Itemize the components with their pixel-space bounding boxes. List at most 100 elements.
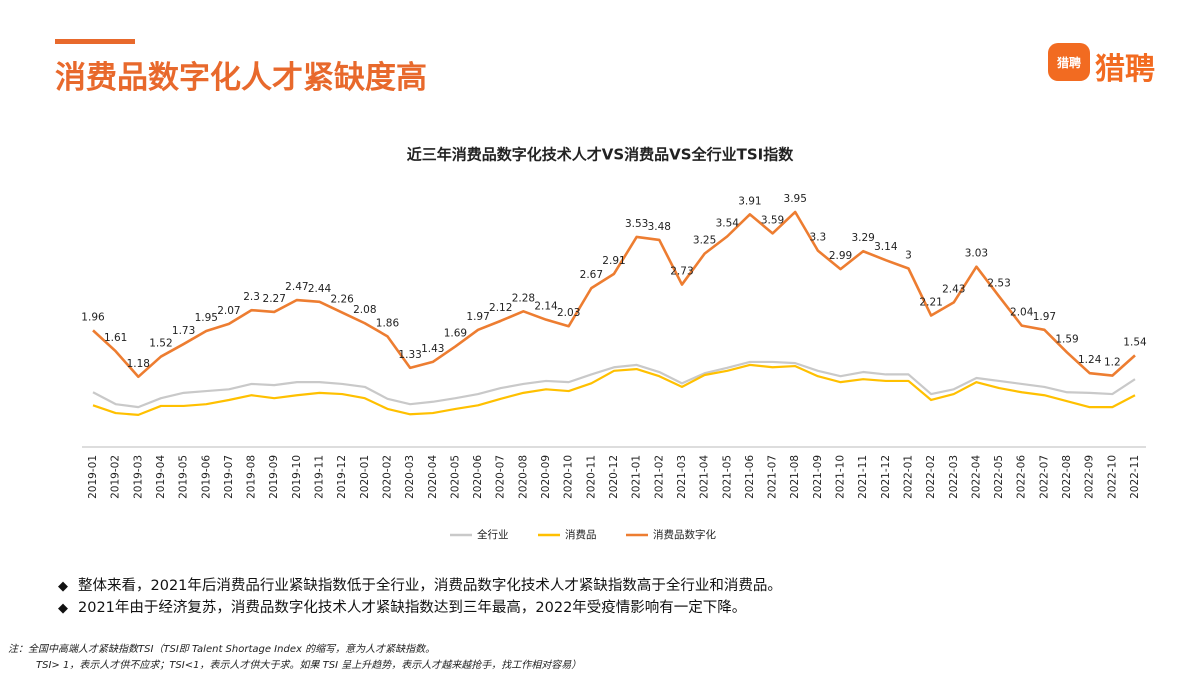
x-tick-label: 2019-07 <box>223 455 235 499</box>
data-label: 1.73 <box>172 325 195 337</box>
data-label: 1.97 <box>1033 311 1056 323</box>
x-tick-label: 2021-10 <box>835 455 847 499</box>
x-tick-label: 2020-02 <box>381 455 393 499</box>
data-label: 1.59 <box>1055 333 1078 345</box>
data-label: 2.08 <box>353 304 376 316</box>
data-label: 2.26 <box>330 294 354 306</box>
series-line <box>92 210 1136 379</box>
data-label: 3.29 <box>851 232 874 244</box>
data-label: 3.3 <box>810 232 827 244</box>
x-tick-label: 2020-08 <box>517 455 529 499</box>
data-label: 2.47 <box>285 281 308 293</box>
x-tick-label: 2021-06 <box>744 455 756 499</box>
data-label: 2.03 <box>557 307 580 319</box>
logo-icon-text: 猎聘 <box>1056 55 1081 70</box>
data-label: 2.3 <box>243 291 260 303</box>
logo-brand: 猎聘 <box>1095 52 1155 87</box>
series-line <box>92 363 1136 416</box>
x-tick-label: 2022-03 <box>948 455 960 499</box>
data-label: 3.25 <box>693 235 716 247</box>
x-tick-label: 2020-11 <box>585 455 597 499</box>
data-label: 3.03 <box>965 248 988 260</box>
data-label: 1.95 <box>195 312 218 324</box>
series-line <box>92 360 1136 409</box>
x-tick-label: 2021-02 <box>653 455 665 499</box>
x-tick-label: 2022-05 <box>993 455 1005 499</box>
data-label: 2.67 <box>580 269 603 281</box>
bullet: 2021年由于经济复苏，消费品数字化技术人才紧缺指数达到三年最高，2022年受疫… <box>58 596 746 617</box>
data-label: 1.96 <box>81 311 105 323</box>
x-tick-label: 2019-12 <box>336 455 348 499</box>
data-label: 3.91 <box>738 195 761 207</box>
data-label: 3.95 <box>784 193 807 205</box>
x-tick-label: 2022-07 <box>1038 455 1050 499</box>
data-label: 2.12 <box>489 302 512 314</box>
x-tick-label: 2020-05 <box>449 455 461 499</box>
x-tick-label: 2019-03 <box>132 455 144 499</box>
x-tick-label: 2020-09 <box>540 455 552 499</box>
title-bar <box>55 39 135 44</box>
data-label: 1.69 <box>444 327 467 339</box>
x-tick-label: 2021-03 <box>676 455 688 499</box>
data-label: 2.14 <box>534 301 558 313</box>
x-tick-label: 2020-07 <box>495 455 507 499</box>
note: 注：全国中高端人才紧缺指数TSI（TSI即 Talent Shortage In… <box>8 644 436 655</box>
data-label: 1.61 <box>104 332 127 344</box>
x-tick-label: 2021-08 <box>789 455 801 499</box>
legend-label: 消费品 <box>565 528 597 541</box>
x-tick-label: 2019-10 <box>291 455 303 499</box>
x-tick-label: 2022-02 <box>925 455 937 499</box>
data-label: 1.86 <box>376 317 400 329</box>
x-tick-label: 2021-05 <box>721 455 733 499</box>
x-tick-label: 2022-04 <box>970 455 982 499</box>
x-tick-label: 2019-06 <box>200 455 212 499</box>
data-label: 2.28 <box>512 292 535 304</box>
data-label: 2.73 <box>670 266 693 278</box>
data-label: 1.43 <box>421 343 444 355</box>
data-label: 2.43 <box>942 283 965 295</box>
data-label: 3 <box>905 250 912 262</box>
data-label: 2.53 <box>987 277 1010 289</box>
x-tick-label: 2022-09 <box>1084 455 1096 499</box>
bullet: 整体来看，2021年后消费品行业紧缺指数低于全行业，消费品数字化技术人才紧缺指数… <box>58 574 782 595</box>
data-label: 3.53 <box>625 218 648 230</box>
note: TSI> 1，表示人才供不应求；TSI<1，表示人才供大于求。如果 TSI 呈上… <box>36 660 582 671</box>
x-tick-label: 2022-08 <box>1061 455 1073 499</box>
x-tick-label: 2022-01 <box>902 455 914 499</box>
data-label: 3.14 <box>874 241 898 253</box>
data-label: 1.33 <box>398 349 421 361</box>
data-label: 1.2 <box>1104 357 1121 369</box>
data-label: 3.54 <box>716 217 740 229</box>
x-tick-label: 2022-11 <box>1129 455 1141 499</box>
x-tick-label: 2020-01 <box>359 455 371 499</box>
data-label: 2.04 <box>1010 307 1034 319</box>
data-label: 2.91 <box>602 255 625 267</box>
legend-label: 消费品数字化 <box>653 528 716 541</box>
x-tick-label: 2021-12 <box>880 455 892 499</box>
data-label: 2.21 <box>919 297 942 309</box>
x-tick-label: 2021-09 <box>812 455 824 499</box>
chart-title: 近三年消费品数字化技术人才VS消费品VS全行业TSI指数 <box>407 146 794 164</box>
x-tick-label: 2021-01 <box>631 455 643 499</box>
logo-icon: 猎聘 <box>1048 43 1090 81</box>
data-label: 2.99 <box>829 250 852 262</box>
x-tick-label: 2020-04 <box>427 455 439 499</box>
x-tick-label: 2020-03 <box>404 455 416 499</box>
x-tick-label: 2022-06 <box>1016 455 1028 499</box>
x-tick-label: 2021-04 <box>699 455 711 499</box>
legend-label: 全行业 <box>477 528 509 541</box>
x-tick-label: 2020-06 <box>472 455 484 499</box>
x-tick-label: 2019-09 <box>268 455 280 499</box>
x-tick-label: 2019-01 <box>87 455 99 499</box>
data-label: 1.97 <box>466 311 489 323</box>
x-tick-label: 2020-12 <box>608 455 620 499</box>
x-tick-label: 2019-05 <box>178 455 190 499</box>
x-tick-label: 2021-11 <box>857 455 869 499</box>
data-label: 3.48 <box>648 221 671 233</box>
data-label: 2.07 <box>217 305 240 317</box>
data-label: 1.54 <box>1123 336 1147 348</box>
data-label: 1.52 <box>149 338 172 350</box>
x-tick-label: 2019-11 <box>314 455 326 499</box>
x-tick-label: 2022-10 <box>1106 455 1118 499</box>
